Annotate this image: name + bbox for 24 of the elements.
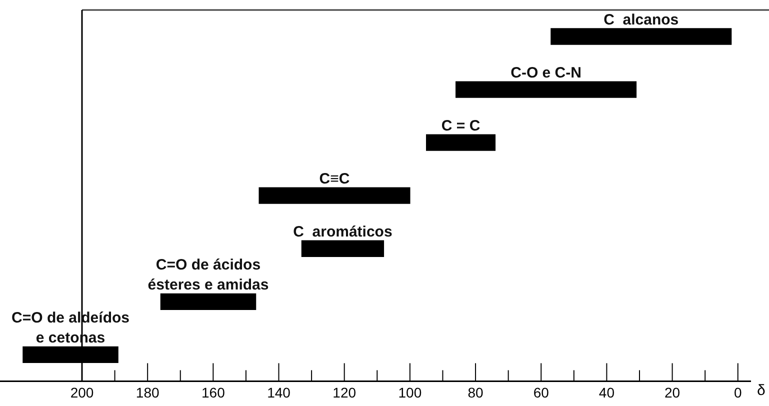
y-tick-label: C-O e C-N [510, 64, 582, 82]
y-tick-label: C=O de ácidos ésteres e amidas [148, 256, 269, 294]
x-axis-title: δ [757, 382, 766, 400]
x-tick-label: 140 [267, 384, 291, 400]
bar [456, 81, 637, 98]
x-tick-label: 180 [136, 384, 160, 400]
y-tick-label: C aromáticos [293, 224, 392, 241]
y-tick-label: C alcanos [604, 12, 679, 29]
x-tick-label: 20 [664, 384, 680, 400]
bar [160, 293, 256, 310]
x-tick-label: 120 [332, 384, 356, 400]
x-tick-label: 100 [398, 384, 422, 400]
bar [258, 187, 410, 204]
y-tick-label: C = C [441, 118, 480, 135]
bar [301, 240, 384, 257]
y-tick-label: C≡C [319, 170, 350, 188]
bar [550, 28, 732, 45]
bar [426, 134, 496, 151]
x-tick-label: 80 [468, 384, 484, 400]
x-tick-label: 160 [201, 384, 226, 400]
x-tick-label: 40 [598, 384, 615, 400]
x-tick-label: 0 [734, 384, 742, 400]
x-tick-label: 200 [70, 384, 94, 400]
x-tick-label: 60 [533, 384, 550, 400]
